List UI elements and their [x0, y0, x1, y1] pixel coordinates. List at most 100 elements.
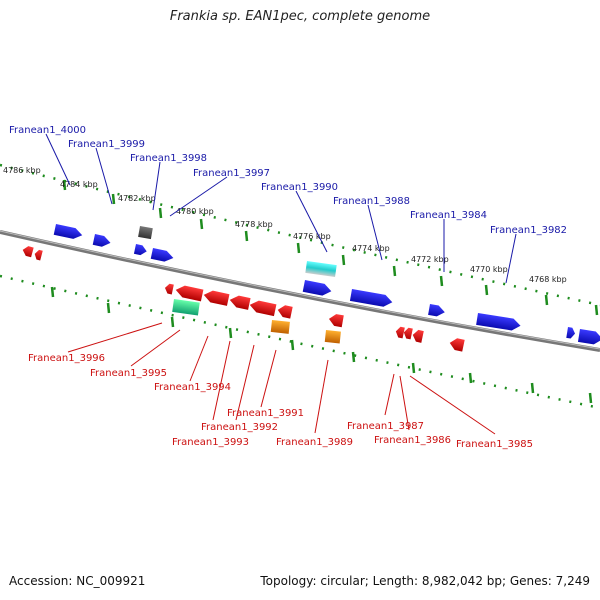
leader-line [189, 335, 209, 382]
scale-tick-label: 4772 kbp [411, 255, 449, 264]
forward-gene-label[interactable]: Franean1_3982 [490, 225, 567, 236]
scale-tick-label: 4774 kbp [352, 244, 390, 253]
leader-line [67, 322, 163, 353]
major-tick [296, 242, 301, 254]
gene-arrow[interactable] [229, 294, 251, 310]
major-tick [158, 207, 163, 219]
gene-arrow[interactable] [428, 304, 446, 318]
gene-arrow[interactable] [21, 245, 34, 258]
gene-arrow[interactable] [33, 249, 43, 261]
reverse-gene-label[interactable]: Franean1_3986 [374, 435, 451, 446]
forward-gene-label[interactable]: Franean1_4000 [9, 125, 86, 136]
reverse-gene-label[interactable]: Franean1_3996 [28, 353, 105, 364]
gene-arrow[interactable] [133, 244, 148, 256]
gene-arrow[interactable] [566, 327, 576, 339]
major-tick [111, 193, 116, 205]
major-tick [588, 392, 593, 404]
major-tick [341, 254, 346, 266]
leader-line [212, 340, 231, 421]
gene-arrow[interactable] [349, 289, 393, 308]
reverse-gene-label[interactable]: Franean1_3992 [201, 422, 278, 433]
leader-line [95, 147, 113, 205]
map-title: Frankia sp. EAN1pec, complete genome [169, 9, 431, 24]
major-tick [351, 351, 356, 363]
gene-arrow[interactable] [92, 234, 112, 248]
major-tick [411, 362, 416, 374]
leader-line [130, 329, 181, 367]
gene-arrow[interactable] [403, 327, 413, 340]
gene-arrow[interactable] [577, 329, 600, 346]
gene-arrow[interactable] [395, 326, 405, 339]
reverse-gene-label[interactable]: Franean1_3994 [154, 382, 231, 393]
major-tick [530, 382, 535, 394]
scale-tick-label: 4784 kbp [60, 180, 98, 189]
forward-gene-label[interactable]: Franean1_3999 [68, 139, 145, 150]
scale-tick-label: 4786 kbp [3, 166, 41, 175]
gene-arrow[interactable] [324, 330, 341, 344]
gene-arrow[interactable] [328, 313, 344, 328]
major-ticks [50, 179, 599, 404]
major-tick [106, 302, 111, 314]
gene-arrow[interactable] [53, 224, 84, 241]
leader-line [260, 349, 277, 408]
scale-tick-label: 4782 kbp [118, 194, 156, 203]
forward-scale-track [0, 163, 600, 307]
major-tick [170, 316, 175, 328]
gene-arrow[interactable] [270, 320, 290, 334]
major-tick [544, 294, 549, 306]
gene-labels: Franean1_4000 Franean1_3999 Franean1_3998 F… [9, 125, 567, 450]
scale-tick-label: 4770 kbp [470, 265, 508, 274]
gene-arrow[interactable] [305, 261, 337, 278]
gene-arrow[interactable] [449, 337, 465, 352]
major-tick [199, 218, 204, 230]
gene-arrow[interactable] [412, 329, 424, 343]
leader-line [45, 133, 71, 186]
gene-arrow[interactable] [249, 299, 277, 317]
label-leader-lines [45, 133, 517, 435]
leader-line [314, 359, 329, 434]
reverse-gene-label[interactable]: Franean1_3993 [172, 437, 249, 448]
forward-gene-label[interactable]: Franean1_3998 [130, 153, 207, 164]
reverse-gene-label[interactable]: Franean1_3985 [456, 439, 533, 450]
leader-line [384, 373, 395, 416]
leader-line [295, 190, 328, 253]
major-tick [62, 179, 67, 191]
gene-arrow[interactable] [175, 284, 204, 302]
gene-arrow[interactable] [150, 248, 175, 263]
forward-gene-label[interactable]: Franean1_3997 [193, 168, 270, 179]
major-tick [484, 284, 489, 296]
gene-arrow[interactable] [476, 313, 521, 332]
forward-gene-label[interactable]: Franean1_3988 [333, 196, 410, 207]
gene-arrow[interactable] [302, 280, 333, 297]
topology-text: Topology: circular; Length: 8,982,042 bp… [260, 574, 590, 588]
reverse-gene-label[interactable]: Franean1_3989 [276, 437, 353, 448]
scale-tick-label: 4780 kbp [176, 207, 214, 216]
major-tick [50, 286, 55, 298]
scale-tick-label: 4778 kbp [235, 220, 273, 229]
leader-line [152, 161, 161, 211]
gene-arrow[interactable] [138, 226, 153, 240]
gene-arrow[interactable] [164, 283, 174, 295]
gene-arrow[interactable] [277, 304, 293, 319]
reverse-gene-label[interactable]: Franean1_3987 [347, 421, 424, 432]
leader-line [409, 375, 496, 435]
reverse-gene-label[interactable]: Franean1_3995 [90, 368, 167, 379]
major-tick [392, 265, 397, 277]
leader-line [399, 375, 410, 431]
forward-gene-label[interactable]: Franean1_3984 [410, 210, 487, 221]
leader-line [505, 233, 517, 284]
major-tick [228, 327, 233, 339]
genome-backbone [0, 230, 600, 352]
gene-arrow[interactable] [172, 299, 200, 316]
major-tick [594, 304, 599, 316]
leader-line [169, 176, 228, 217]
genome-backbone-highlight [0, 230, 600, 350]
reverse-gene-label[interactable]: Franean1_3991 [227, 408, 304, 419]
leader-line [235, 344, 255, 421]
forward-gene-label[interactable]: Franean1_3990 [261, 182, 338, 193]
gene-arrow[interactable] [203, 289, 230, 306]
major-tick [439, 275, 444, 287]
leader-line [367, 204, 383, 261]
major-tick [290, 339, 295, 351]
